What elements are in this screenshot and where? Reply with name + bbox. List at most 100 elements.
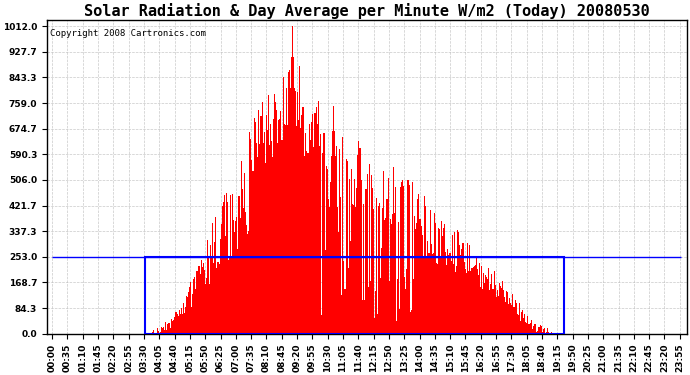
Bar [397, 279, 398, 334]
Bar [187, 297, 188, 334]
Bar [266, 115, 267, 334]
Bar [279, 119, 280, 334]
Bar [148, 333, 149, 334]
Bar [223, 202, 224, 334]
Bar [540, 326, 541, 334]
Bar [469, 245, 471, 334]
Bar [285, 126, 286, 334]
Bar [467, 243, 469, 334]
Bar [344, 289, 346, 334]
Bar [274, 94, 275, 334]
Bar [517, 314, 518, 334]
Bar [539, 327, 540, 334]
Bar [277, 143, 278, 334]
Bar [453, 232, 455, 334]
Bar [179, 314, 181, 334]
Bar [346, 162, 348, 334]
Bar [394, 213, 395, 334]
Bar [373, 209, 374, 334]
Bar [181, 314, 183, 334]
Bar [190, 282, 191, 334]
Bar [185, 307, 186, 334]
Bar [292, 26, 293, 334]
Bar [170, 328, 171, 334]
Bar [254, 117, 255, 334]
Bar [396, 321, 397, 334]
Bar [189, 287, 190, 334]
Bar [186, 296, 187, 334]
Bar [481, 266, 482, 334]
Bar [524, 314, 525, 334]
Bar [161, 327, 162, 334]
Bar [316, 107, 317, 334]
Bar [244, 173, 245, 334]
Bar [205, 284, 206, 334]
Bar [446, 265, 447, 334]
Bar [463, 243, 464, 334]
Bar [482, 289, 483, 334]
Bar [152, 332, 153, 334]
Bar [233, 220, 235, 334]
Bar [425, 206, 426, 334]
Bar [544, 328, 545, 334]
Bar [173, 320, 175, 334]
Bar [352, 204, 353, 334]
Bar [371, 175, 372, 334]
Bar [246, 225, 247, 334]
Bar [427, 241, 428, 334]
Bar [213, 263, 215, 334]
Bar [157, 331, 159, 334]
Bar [262, 102, 263, 334]
Bar [414, 216, 415, 334]
Bar [258, 110, 259, 334]
Bar [445, 252, 446, 334]
Bar [405, 289, 406, 334]
Bar [164, 330, 165, 334]
Bar [311, 122, 312, 334]
Bar [487, 279, 489, 334]
Bar [302, 107, 304, 334]
Bar [465, 269, 466, 334]
Bar [224, 195, 225, 334]
Bar [217, 262, 219, 334]
Bar [250, 139, 251, 334]
Bar [416, 223, 417, 334]
Bar [183, 303, 184, 334]
Bar [209, 284, 210, 334]
Bar [226, 194, 227, 334]
Bar [429, 210, 431, 334]
Bar [522, 310, 523, 334]
Bar [259, 144, 261, 334]
Bar [486, 276, 487, 334]
Bar [493, 271, 495, 334]
Bar [423, 256, 424, 334]
Bar [391, 225, 392, 334]
Bar [457, 230, 458, 334]
Bar [297, 92, 298, 334]
Bar [392, 214, 393, 334]
Bar [256, 143, 257, 334]
Bar [272, 157, 273, 334]
Bar [276, 110, 277, 334]
Bar [455, 272, 456, 334]
Bar [408, 185, 410, 334]
Bar [339, 148, 340, 334]
Bar [306, 153, 308, 334]
Bar [436, 262, 437, 334]
Bar [203, 263, 204, 334]
Bar [273, 119, 274, 334]
Bar [543, 330, 544, 334]
Bar [322, 153, 324, 334]
Bar [280, 111, 282, 334]
Bar [420, 219, 421, 334]
Bar [356, 188, 357, 334]
Bar [348, 180, 350, 334]
Bar [169, 323, 170, 334]
Bar [282, 77, 284, 334]
Bar [525, 322, 526, 334]
Bar [337, 207, 338, 334]
Bar [333, 106, 334, 334]
Bar [502, 281, 503, 334]
Bar [188, 292, 189, 334]
Bar [270, 123, 271, 334]
